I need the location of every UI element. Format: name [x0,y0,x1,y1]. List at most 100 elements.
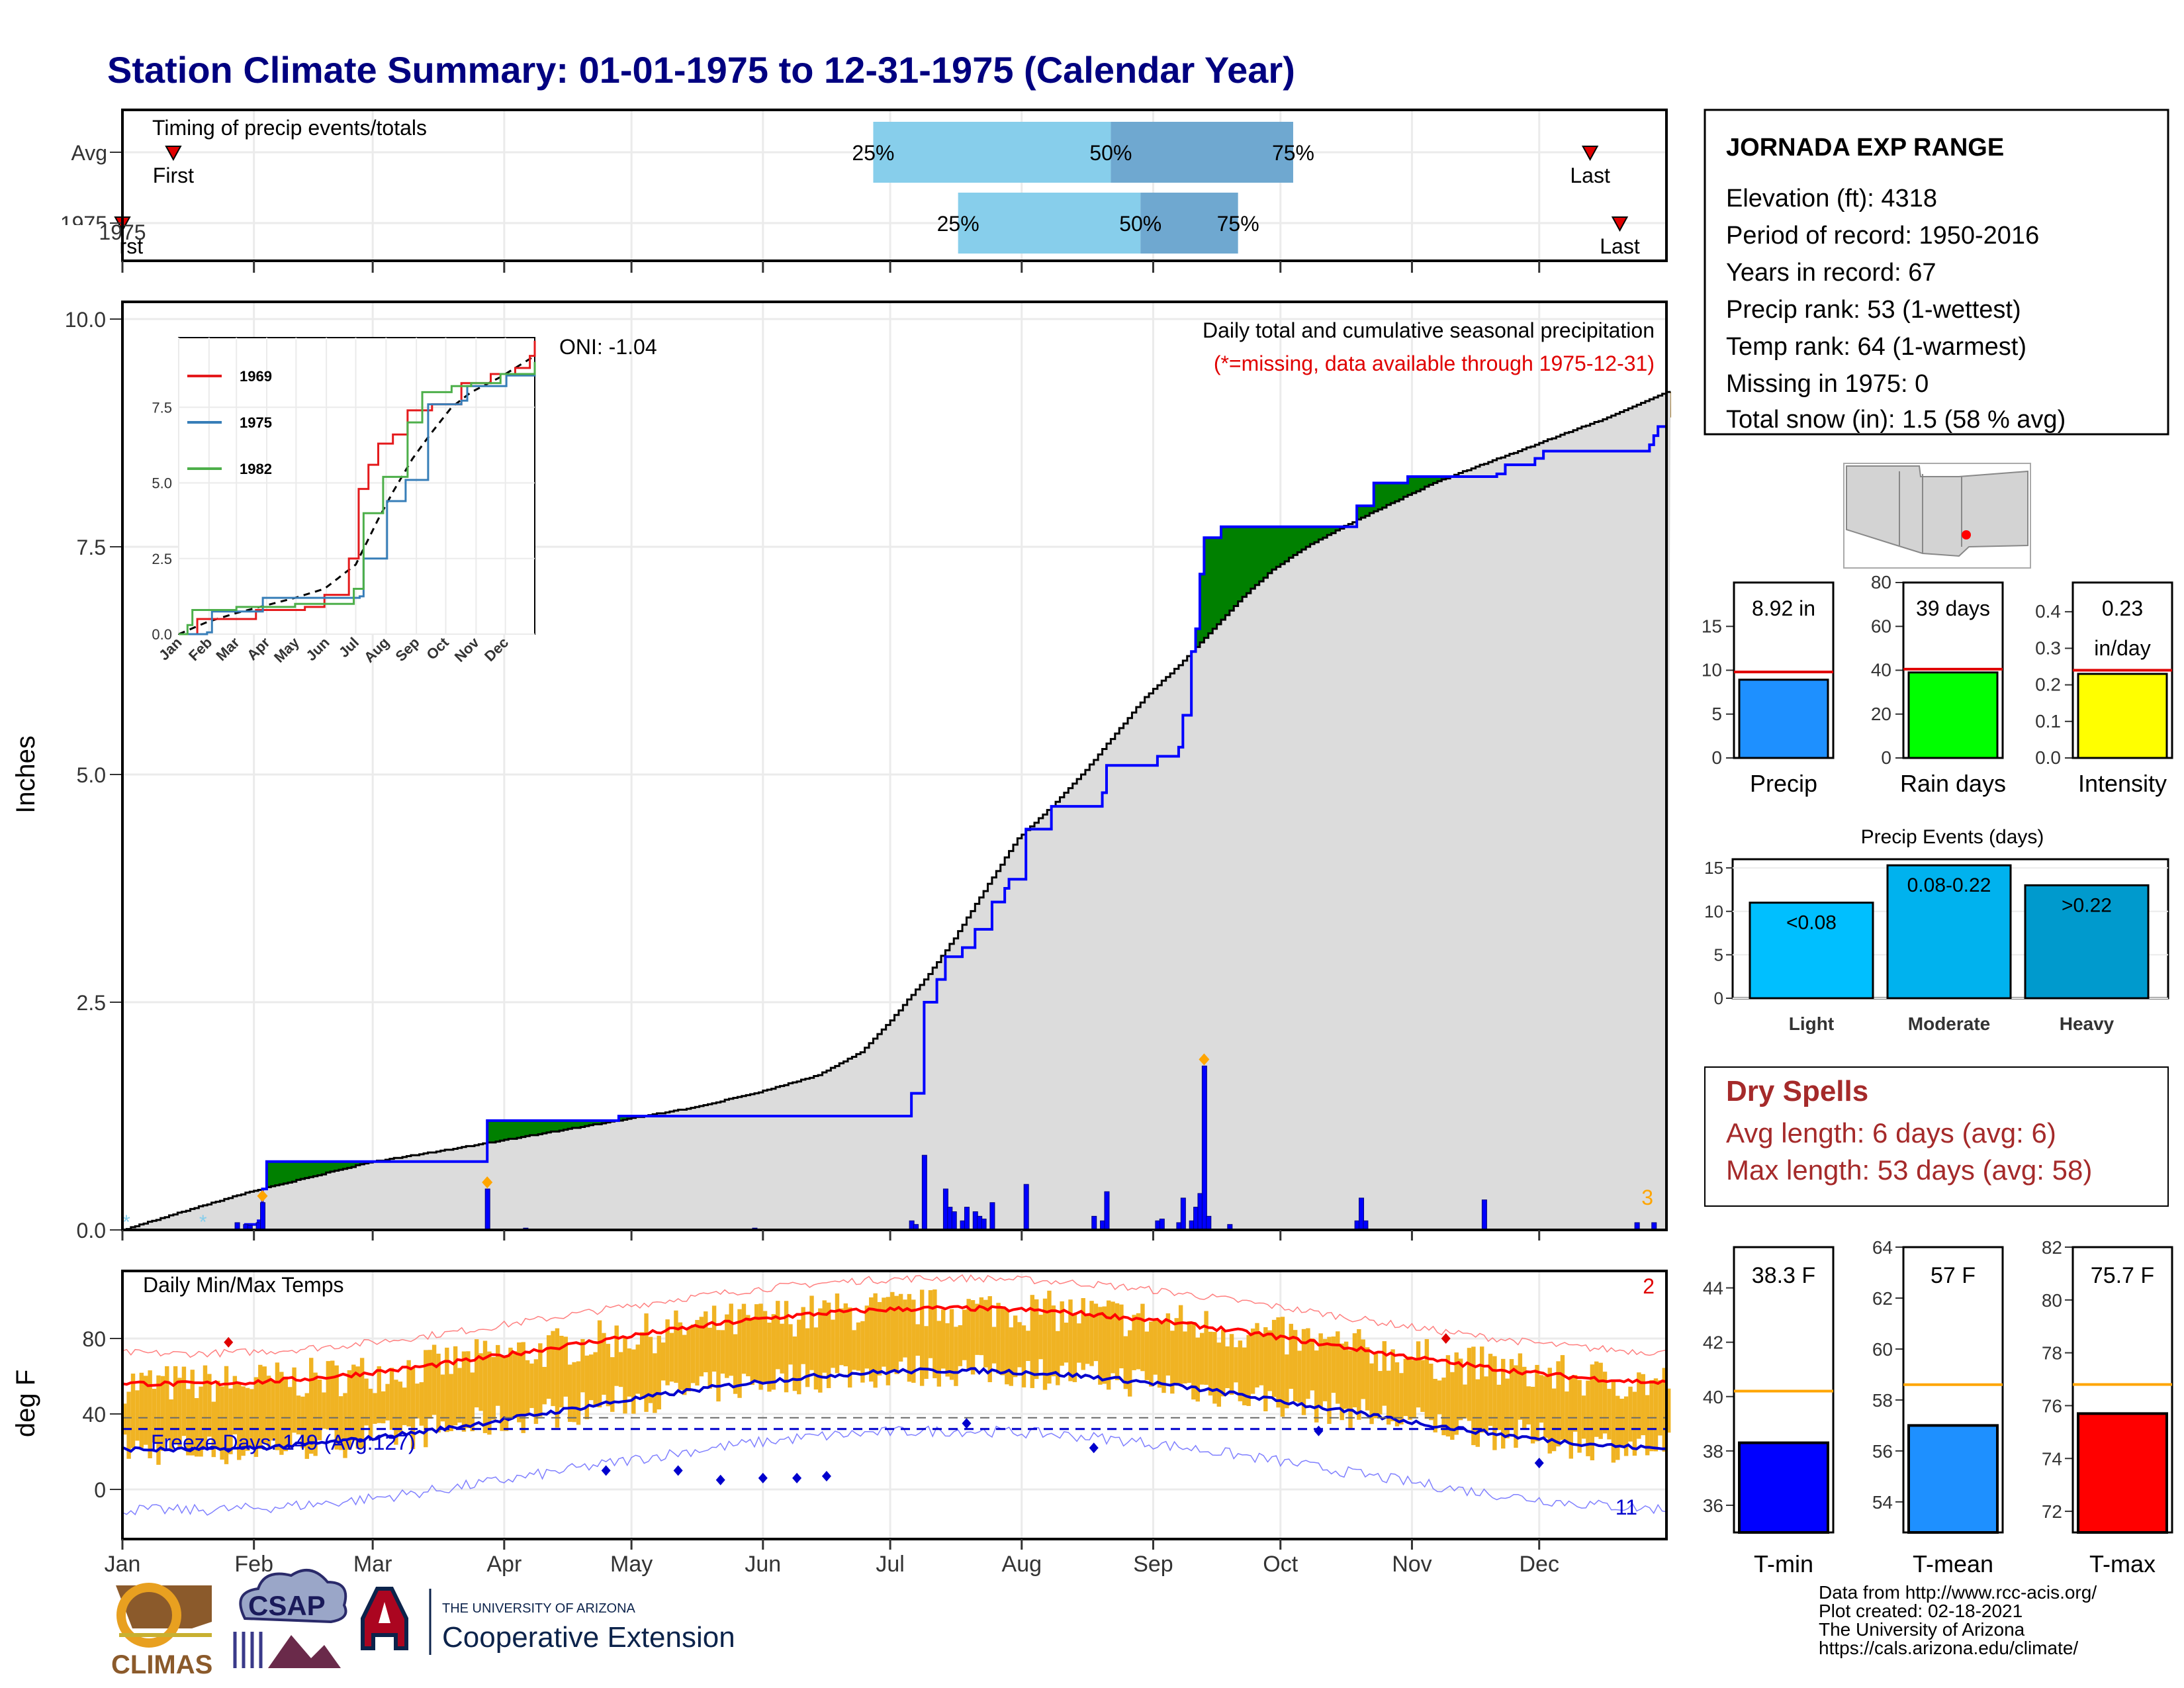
locator-map [1843,463,2031,569]
tmin-bar [1738,1441,1829,1534]
cumulative-1975-line [122,417,1668,1231]
daily-temp-bar [521,1342,525,1433]
daily-temp-bar [478,1353,483,1411]
intensity-ytick-label: 0.3 [2035,637,2061,658]
station-snow: Total snow (in): 1.5 (58 % avg) [1726,406,2066,434]
daily-temp-bar [1539,1375,1544,1423]
daily-temp-bar [1119,1304,1124,1369]
daily-temp-bar [1149,1321,1154,1387]
precip-ytick-label: 10 [1702,660,1722,680]
daily-temp-bar [542,1366,547,1405]
timing-panel-label: Timing of precip events/totals [152,116,427,140]
intensity-bar [2077,673,2168,759]
tmin-ytick-label: 40 [1703,1387,1723,1407]
temperature-panel: 0 40 80 deg F Daily Min/Max Temps Freeze Days… [11,1270,1671,1577]
daily-temp-bar [211,1401,216,1458]
daily-temp-bar [389,1368,394,1430]
temp-ytick-label: 80 [82,1327,106,1351]
rain-days-bar [1907,671,1999,759]
daily-temp-bar [1408,1356,1412,1420]
daily-temp-bar [1271,1319,1277,1397]
tmean-ytick-label: 58 [1872,1390,1893,1411]
daily-temp-bar [355,1366,360,1449]
anomaly-bar [330,1161,336,1172]
daily-temp-bar [1479,1346,1484,1433]
dry-spells-avg: Avg length: 6 days (avg: 6) [1726,1117,2056,1149]
daily-temp-bar [725,1314,729,1378]
daily-temp-bar [1009,1327,1013,1386]
daily-temp-bar [882,1297,886,1367]
record-min-marker [821,1471,831,1482]
daily-temp-bar [1165,1313,1171,1376]
daily-temp-bar [657,1335,661,1410]
daily-temp-bar [589,1354,594,1401]
daily-temp-bar [491,1357,496,1420]
daily-temp-bar [1250,1328,1255,1394]
daily-temp-bar [648,1336,653,1403]
daily-temp-bar [1132,1315,1136,1370]
credits: Data from http://www.rcc-acis.org/ Plot … [1819,1582,2097,1658]
daily-temp-bar [373,1393,377,1424]
daily-temp-bar [991,1327,997,1364]
record-min-line [122,1425,1667,1516]
anomaly-bar [266,1161,271,1188]
daily-temp-bar [1077,1323,1081,1363]
daily-temp-bar [1433,1378,1437,1432]
anomaly-bar [546,1120,551,1133]
daily-temp-bar [1403,1358,1408,1417]
precip-events-chart: Precip Events (days) 0 5 10 15 <0.08 Light 0.08… [1704,826,2169,1034]
daily-temp-bar [1195,1337,1200,1402]
daily-temp-bar [496,1344,500,1406]
daily-temp-bar [933,1289,937,1379]
daily-temp-bar [1577,1380,1582,1453]
daily-temp-bar [678,1322,683,1390]
daily-temp-bar [1310,1338,1315,1391]
daily-temp-bar [860,1321,865,1383]
university-of-arizona-logo: THE UNIVERSITY OF ARIZONA Cooperative Ex… [361,1587,735,1655]
daily-precip-bar [951,1211,957,1231]
daily-temp-bar [1042,1298,1048,1390]
daily-temp-bar [1641,1374,1645,1436]
daily-temp-bar [1594,1361,1599,1437]
timing-label-75-1975: 75% [1217,212,1259,236]
daily-temp-bar [461,1351,467,1432]
daily-temp-bar [517,1342,522,1423]
anomaly-bar [500,1120,505,1141]
daily-temp-bar [1666,1388,1671,1433]
tmax-ytick-label: 72 [2042,1501,2062,1522]
daily-temp-bar [593,1352,598,1407]
daily-temp-bar [1416,1341,1421,1408]
daily-temp-bar [826,1302,831,1388]
record-min-marker [962,1418,972,1429]
daily-temp-bar [584,1355,590,1419]
anomaly-bar [1336,526,1341,531]
daily-temp-bar [1170,1331,1175,1394]
credit-line-3: The University of Arizona [1819,1619,2025,1640]
inset-ytick-label: 0.0 [152,626,172,643]
daily-precip-bar [1363,1220,1369,1231]
anomaly-bar [597,1120,602,1125]
daily-temp-bar [907,1293,912,1382]
daily-temp-bar [351,1364,356,1441]
anomaly-bar [1301,526,1306,550]
record-min-marker [601,1465,611,1476]
tmax-value-label: 75.7 F [2091,1263,2154,1288]
tmin-ytick-label: 42 [1703,1333,1723,1353]
anomaly-bar [1327,526,1332,536]
daily-temp-bar [1178,1305,1183,1384]
anomaly-bar [1382,483,1387,508]
anomaly-bar [584,1120,590,1127]
record-min-marker [673,1465,683,1476]
daily-temp-bar [1216,1342,1222,1407]
anomaly-bar [517,1120,522,1139]
daily-temp-bar [241,1386,246,1456]
daily-temp-bar [852,1330,856,1370]
events-category-label: Moderate [1908,1013,1990,1034]
daily-temp-bar [512,1351,518,1419]
daily-temp-bar [699,1317,704,1377]
daily-temp-bar [1586,1380,1590,1456]
dry-spells-box: Dry Spells Avg length: 6 days (avg: 6) M… [1704,1066,2169,1207]
daily-temp-bar [1386,1370,1391,1425]
anomaly-bar [1369,506,1375,514]
timing-label-50-1975: 50% [1119,212,1161,236]
